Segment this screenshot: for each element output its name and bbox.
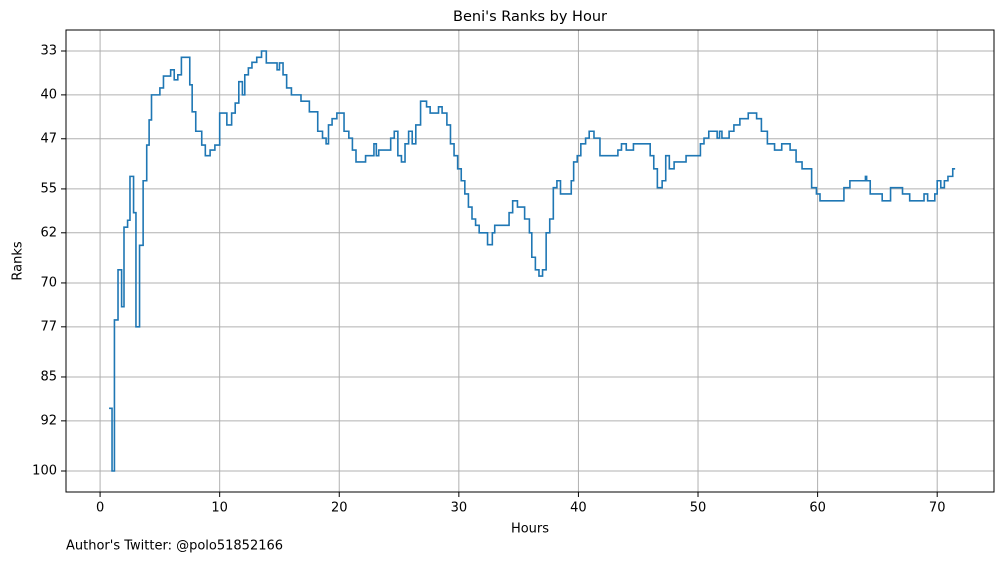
chart-title: Beni's Ranks by Hour <box>453 9 607 25</box>
footnote: Author's Twitter: @polo51852166 <box>66 539 283 554</box>
y-tick-label: 100 <box>32 464 57 479</box>
x-tick-label: 10 <box>211 501 228 516</box>
x-axis-label: Hours <box>511 522 549 537</box>
rank-line <box>109 50 956 472</box>
y-tick-label: 62 <box>40 225 57 240</box>
x-tick-label: 50 <box>690 501 707 516</box>
y-tick-label: 40 <box>40 87 57 102</box>
y-tick-label: 47 <box>40 131 57 146</box>
x-tick-label: 40 <box>570 501 587 516</box>
y-tick-label: 70 <box>40 275 57 290</box>
x-tick-label: 70 <box>929 501 946 516</box>
x-tick-label: 30 <box>451 501 468 516</box>
y-tick-label: 92 <box>40 413 57 428</box>
y-tick-label: 33 <box>40 44 57 59</box>
plot-frame <box>65 29 995 493</box>
y-tick-label: 55 <box>40 181 57 196</box>
y-tick-label: 85 <box>40 369 57 384</box>
y-tick-label: 77 <box>40 319 57 334</box>
x-tick-label: 20 <box>331 501 348 516</box>
x-tick-label: 60 <box>809 501 826 516</box>
y-axis-label: Ranks <box>11 241 26 280</box>
x-tick-label: 0 <box>96 501 104 516</box>
